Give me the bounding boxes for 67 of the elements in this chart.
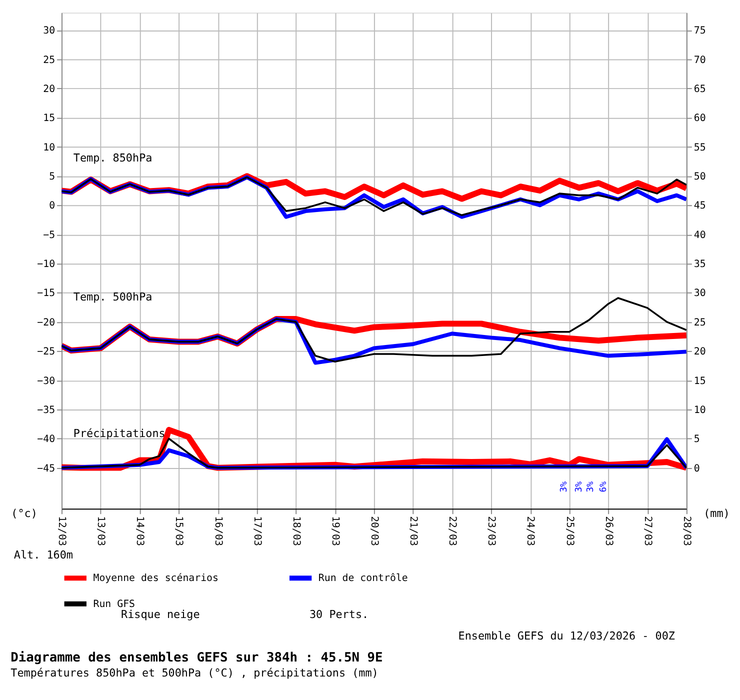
y2-tick-label: 15 xyxy=(694,376,706,387)
y2-tick-label: 65 xyxy=(694,84,706,96)
legend-label: Moyenne des scénarios xyxy=(93,573,218,584)
x-tick-label: 19/03 xyxy=(329,516,340,546)
x-tick-label: 25/03 xyxy=(564,516,575,546)
y-tick-label: −5 xyxy=(43,230,56,241)
y2-tick-label: 10 xyxy=(694,404,706,416)
legend-label: Run de contrôle xyxy=(318,573,408,584)
annotation: Temp. 850hPa xyxy=(73,151,152,164)
y-tick-label: 10 xyxy=(43,142,56,154)
y-tick-label: 20 xyxy=(43,84,56,96)
text: Diagramme des ensembles GEFS sur 384h : 45.5N 9E xyxy=(10,650,383,666)
x-tick-label: 13/03 xyxy=(95,516,106,546)
y-tick-label: 5 xyxy=(49,172,56,183)
y2-tick-label: 45 xyxy=(694,200,706,212)
x-tick-label: 14/03 xyxy=(134,516,146,546)
text: Températures 850hPa et 500hPa (°C) , précipitations (mm) xyxy=(10,666,378,680)
y2-tick-label: 35 xyxy=(694,259,706,270)
annotation: 3% xyxy=(586,480,596,492)
x-tick-label: 21/03 xyxy=(408,516,419,546)
y2-axis-title: (mm) xyxy=(704,507,730,520)
y-tick-label: 15 xyxy=(43,113,56,124)
x-tick-label: 28/03 xyxy=(680,516,692,546)
text: Ensemble GEFS du 12/03/2026 - 00Z xyxy=(458,630,676,643)
y2-tick-label: 30 xyxy=(694,288,706,300)
y-tick-label: −40 xyxy=(37,434,56,446)
annotation: Précipitations xyxy=(73,427,166,440)
legend-label: Run GFS xyxy=(93,598,136,610)
y-tick-label: −15 xyxy=(37,288,56,300)
x-tick-label: 24/03 xyxy=(524,516,536,546)
y-tick-label: −10 xyxy=(37,259,56,270)
x-tick-label: 22/03 xyxy=(446,516,458,546)
x-tick-label: 17/03 xyxy=(251,516,262,546)
y2-tick-label: 5 xyxy=(694,434,700,446)
y2-tick-label: 0 xyxy=(694,463,700,474)
y-tick-label: 30 xyxy=(43,26,56,37)
y2-tick-label: 55 xyxy=(694,142,706,154)
y2-tick-label: 60 xyxy=(694,113,706,124)
x-tick-label: 16/03 xyxy=(212,516,224,546)
x-tick-label: 18/03 xyxy=(290,516,302,546)
annotation: 3% xyxy=(574,480,584,492)
y-tick-label: −25 xyxy=(37,346,56,358)
y-tick-label: −30 xyxy=(37,376,56,387)
y-tick-label: 0 xyxy=(49,200,56,212)
y2-tick-label: 25 xyxy=(694,317,706,328)
y-tick-label: −35 xyxy=(37,404,56,416)
x-tick-label: 23/03 xyxy=(486,516,497,546)
y2-tick-label: 40 xyxy=(694,230,706,241)
y2-tick-label: 70 xyxy=(694,54,706,66)
text: 30 Perts. xyxy=(309,608,369,621)
y2-tick-label: 75 xyxy=(694,26,706,37)
x-tick-label: 20/03 xyxy=(368,516,380,546)
y-tick-label: −20 xyxy=(37,317,56,328)
y-tick-label: −45 xyxy=(37,463,56,474)
x-tick-label: 26/03 xyxy=(602,516,614,546)
x-tick-label: 12/03 xyxy=(56,516,68,546)
annotation: Temp. 500hPa xyxy=(73,290,152,304)
y-tick-label: 25 xyxy=(43,54,56,66)
y2-tick-label: 50 xyxy=(694,172,706,183)
x-tick-label: 15/03 xyxy=(173,516,184,546)
y2-tick-label: 20 xyxy=(694,346,706,358)
text: Risque neige xyxy=(121,608,200,621)
annotation: 6% xyxy=(599,480,610,492)
text: Alt. 160m xyxy=(14,548,74,562)
x-tick-label: 27/03 xyxy=(642,516,653,546)
y-axis-title: (°c) xyxy=(11,507,38,520)
annotation: 3% xyxy=(559,480,570,492)
